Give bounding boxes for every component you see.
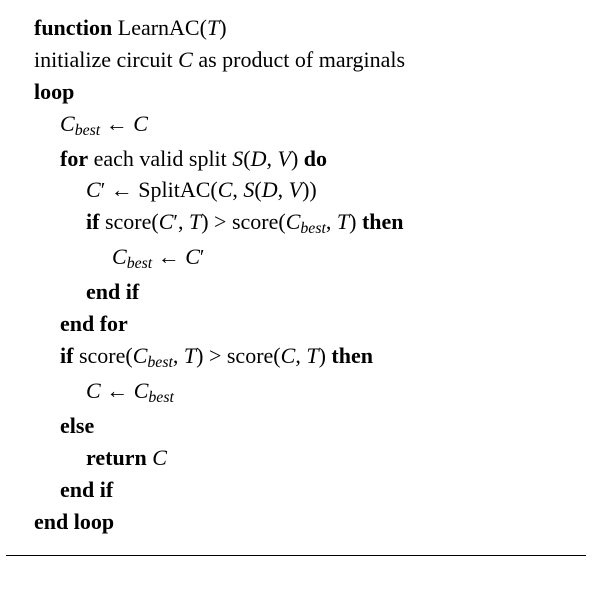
algo-line: for each valid split S(D, V) do [34,143,574,175]
algo-line: C′ ← SplitAC(C, S(D, V)) [34,174,574,206]
algo-line: if score(C′, T) > score(Cbest, T) then [34,206,574,241]
algo-line: end if [34,474,574,506]
algo-line: if score(Cbest, T) > score(C, T) then [34,340,574,375]
algo-line: C ← Cbest [34,375,574,410]
algo-line: return C [34,442,574,474]
algo-line: Cbest ← C′ [34,241,574,276]
algo-line: end loop [34,506,574,538]
algo-line: loop [34,76,574,108]
separator-rule [6,555,586,556]
algorithm-box: function LearnAC(T)initialize circuit C … [0,0,592,537]
algo-line: else [34,410,574,442]
algo-line: end if [34,276,574,308]
algo-line: Cbest ← C [34,108,574,143]
algo-line: end for [34,308,574,340]
algo-line: function LearnAC(T) [34,12,574,44]
algo-line: initialize circuit C as product of margi… [34,44,574,76]
